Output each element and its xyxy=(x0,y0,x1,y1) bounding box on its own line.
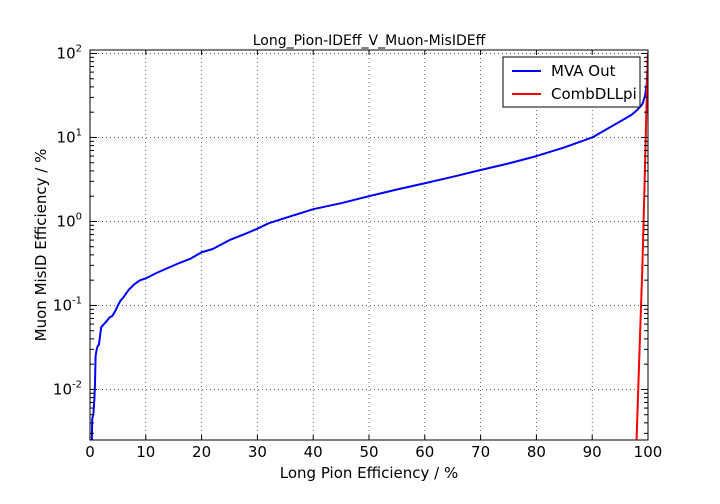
y-tick-label-exponent: 0 xyxy=(76,211,82,222)
y-tick-label-base: 10 xyxy=(53,380,72,398)
x-tick-label: 10 xyxy=(136,443,155,461)
y-tick-label-base: 10 xyxy=(57,44,76,62)
x-tick-labels: 0 10 20 30 40 50 60 70 80 90 100 xyxy=(85,443,662,461)
plot-background xyxy=(90,50,648,440)
legend-label: CombDLLpi xyxy=(551,85,637,103)
chart-title: Long_Pion-IDEff_V_Muon-MisIDEff xyxy=(253,33,486,49)
y-tick-label-exponent: 1 xyxy=(76,127,82,138)
x-tick-label: 90 xyxy=(583,443,602,461)
legend: MVA Out CombDLLpi xyxy=(502,56,641,108)
x-tick-label: 50 xyxy=(359,443,378,461)
x-tick-label: 20 xyxy=(192,443,211,461)
series-line-0 xyxy=(90,53,648,440)
y-tick-label-base: 10 xyxy=(57,128,76,146)
legend-label: MVA Out xyxy=(551,62,616,80)
x-tick-label: 0 xyxy=(85,443,95,461)
x-axis-label: Long Pion Efficiency / % xyxy=(280,464,459,482)
y-tick-label-base: 10 xyxy=(57,212,76,230)
y-tick-label-exponent: 2 xyxy=(76,43,82,54)
y-tick-label: 100 xyxy=(57,211,82,230)
y-tick-label: 10-2 xyxy=(53,379,82,398)
legend-items: MVA Out CombDLLpi xyxy=(512,62,637,103)
x-tick-label: 40 xyxy=(304,443,323,461)
legend-box xyxy=(502,56,641,108)
plot-area xyxy=(89,49,649,441)
x-tick-label: 70 xyxy=(471,443,490,461)
ticks xyxy=(89,50,649,440)
y-axis-label: Muon MisID Efficiency / % xyxy=(32,149,50,342)
x-tick-label: 100 xyxy=(634,443,663,461)
y-tick-label-exponent: -1 xyxy=(72,295,82,306)
y-tick-label: 10-1 xyxy=(53,295,82,314)
x-tick-label: 60 xyxy=(415,443,434,461)
x-tick-label: 30 xyxy=(248,443,267,461)
y-tick-label: 101 xyxy=(57,127,82,146)
y-tick-label-exponent: -2 xyxy=(72,379,82,390)
x-tick-label: 80 xyxy=(527,443,546,461)
grid xyxy=(90,50,648,440)
y-tick-label-base: 10 xyxy=(53,296,72,314)
y-tick-label: 102 xyxy=(57,43,82,62)
